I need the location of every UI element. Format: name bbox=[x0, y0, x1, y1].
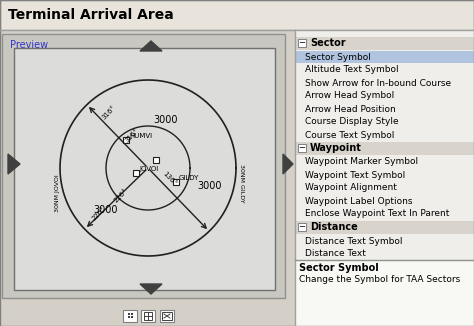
Bar bbox=[131, 316, 133, 318]
Bar bbox=[128, 316, 130, 318]
Text: Altitude Text Symbol: Altitude Text Symbol bbox=[305, 66, 399, 75]
Text: Distance Text Symbol: Distance Text Symbol bbox=[305, 236, 402, 245]
Bar bbox=[131, 313, 133, 315]
Text: Arrow Head Position: Arrow Head Position bbox=[305, 105, 396, 113]
Bar bbox=[123, 310, 137, 322]
Text: Waypoint Label Options: Waypoint Label Options bbox=[305, 197, 412, 205]
Text: −: − bbox=[299, 143, 306, 153]
Text: 3000: 3000 bbox=[94, 205, 118, 215]
Bar bbox=[128, 313, 130, 315]
Text: 3000: 3000 bbox=[154, 115, 178, 125]
Text: Waypoint Text Symbol: Waypoint Text Symbol bbox=[305, 170, 405, 180]
Bar bbox=[295, 142, 474, 155]
Text: Sector Symbol: Sector Symbol bbox=[305, 52, 371, 62]
Text: Terminal Arrival Area: Terminal Arrival Area bbox=[8, 8, 174, 22]
Bar bbox=[298, 223, 306, 231]
Text: 226°: 226° bbox=[91, 206, 107, 222]
Text: 136°: 136° bbox=[162, 171, 178, 187]
Text: Waypoint: Waypoint bbox=[310, 143, 362, 153]
Text: −: − bbox=[299, 223, 306, 231]
Text: JOVOI: JOVOI bbox=[139, 166, 158, 172]
Bar bbox=[144, 312, 152, 320]
Bar bbox=[295, 30, 474, 326]
Bar bbox=[298, 144, 306, 152]
Bar bbox=[295, 261, 474, 326]
Text: 226°: 226° bbox=[113, 188, 128, 204]
Text: Sector Symbol: Sector Symbol bbox=[299, 263, 379, 273]
Text: Course Text Symbol: Course Text Symbol bbox=[305, 130, 394, 140]
Polygon shape bbox=[140, 41, 162, 51]
Bar bbox=[298, 39, 306, 47]
Bar bbox=[295, 221, 474, 234]
Text: 316°: 316° bbox=[100, 104, 117, 121]
Bar bbox=[295, 37, 474, 50]
Text: Sector: Sector bbox=[310, 38, 346, 48]
Bar bbox=[141, 310, 155, 322]
Text: GILDY: GILDY bbox=[179, 175, 200, 181]
Text: 30NM JOVOI: 30NM JOVOI bbox=[55, 174, 61, 212]
Text: 30NM GILDY: 30NM GILDY bbox=[239, 164, 245, 202]
Text: Arrow Head Symbol: Arrow Head Symbol bbox=[305, 92, 394, 100]
Polygon shape bbox=[8, 154, 20, 174]
Text: Preview: Preview bbox=[10, 40, 48, 50]
Text: −: − bbox=[299, 38, 306, 48]
Bar bbox=[0, 0, 474, 30]
Text: Course Display Style: Course Display Style bbox=[305, 117, 399, 126]
Bar bbox=[160, 310, 174, 322]
Bar bbox=[295, 51, 474, 63]
Text: Distance: Distance bbox=[310, 222, 358, 232]
Text: Waypoint Alignment: Waypoint Alignment bbox=[305, 184, 397, 192]
Text: Change the Symbol for TAA Sectors: Change the Symbol for TAA Sectors bbox=[299, 275, 460, 285]
Text: Enclose Waypoint Text In Parent: Enclose Waypoint Text In Parent bbox=[305, 210, 449, 218]
Text: 3000: 3000 bbox=[198, 181, 222, 191]
Polygon shape bbox=[140, 284, 162, 294]
Bar bbox=[162, 312, 172, 320]
Bar bbox=[14, 48, 275, 290]
Polygon shape bbox=[283, 154, 293, 174]
Text: Show Arrow for In-bound Course: Show Arrow for In-bound Course bbox=[305, 79, 451, 87]
Text: 316°: 316° bbox=[124, 128, 140, 144]
Text: HUMVI: HUMVI bbox=[129, 133, 152, 139]
Bar bbox=[2, 34, 285, 298]
Text: Waypoint Marker Symbol: Waypoint Marker Symbol bbox=[305, 157, 418, 167]
Text: Distance Text: Distance Text bbox=[305, 249, 366, 259]
